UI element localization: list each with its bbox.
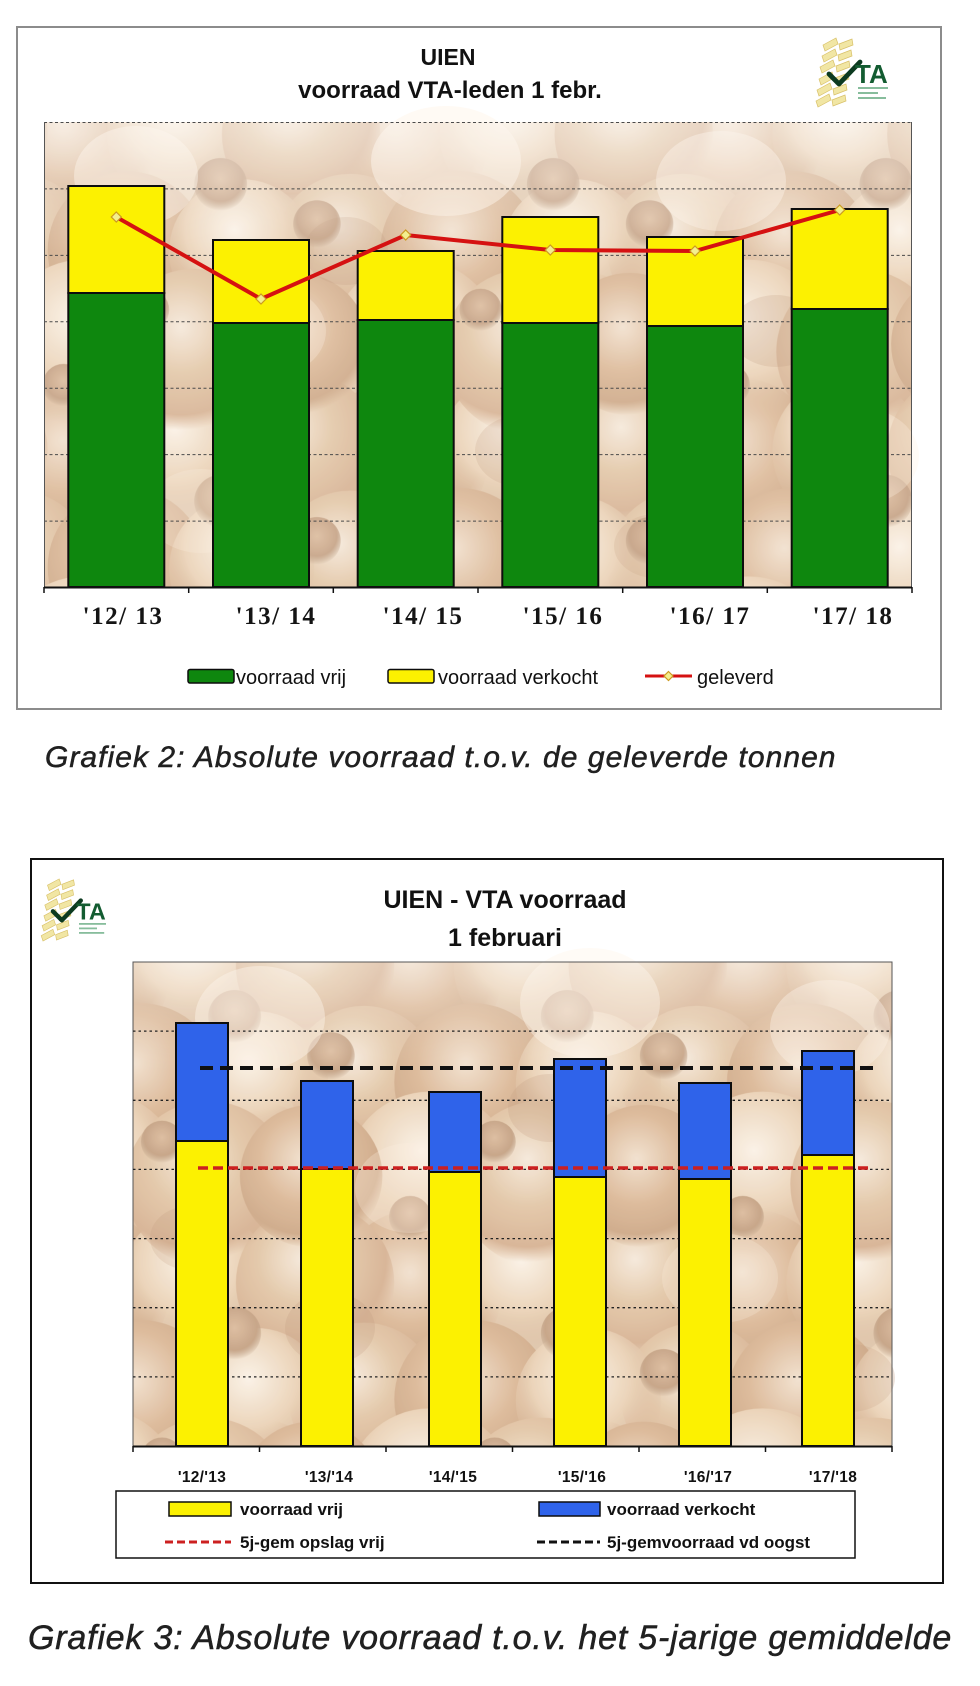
svg-text:'12/'13: '12/'13 <box>178 1469 226 1486</box>
svg-text:5j-gem opslag vrij: 5j-gem opslag vrij <box>240 1533 385 1552</box>
svg-text:5j-gemvoorraad vd oogst: 5j-gemvoorraad vd oogst <box>607 1533 810 1552</box>
svg-text:UIEN - VTA voorraad: UIEN - VTA voorraad <box>383 886 626 914</box>
svg-text:'12/ 13: '12/ 13 <box>83 603 164 630</box>
svg-text:voorraad VTA-leden 1 febr.: voorraad VTA-leden 1 febr. <box>298 77 602 104</box>
svg-text:'14/'15: '14/'15 <box>429 1469 477 1486</box>
svg-text:'17/'18: '17/'18 <box>809 1469 857 1486</box>
svg-text:'14/ 15: '14/ 15 <box>383 603 464 630</box>
svg-text:'17/ 18: '17/ 18 <box>813 603 894 630</box>
svg-text:UIEN: UIEN <box>421 44 476 70</box>
svg-text:voorraad verkocht: voorraad verkocht <box>607 1500 756 1519</box>
svg-text:1 februari: 1 februari <box>448 924 562 952</box>
svg-text:voorraad vrij: voorraad vrij <box>236 667 346 689</box>
svg-text:'16/ 17: '16/ 17 <box>670 603 751 630</box>
svg-text:'13/ 14: '13/ 14 <box>236 603 317 630</box>
svg-text:'15/ 16: '15/ 16 <box>523 603 604 630</box>
svg-text:voorraad vrij: voorraad vrij <box>240 1500 343 1519</box>
svg-text:voorraad verkocht: voorraad verkocht <box>438 667 599 689</box>
svg-text:'15/'16: '15/'16 <box>558 1469 606 1486</box>
svg-text:'13/'14: '13/'14 <box>305 1469 353 1486</box>
svg-text:geleverd: geleverd <box>697 667 774 689</box>
svg-text:'16/'17: '16/'17 <box>684 1469 732 1486</box>
